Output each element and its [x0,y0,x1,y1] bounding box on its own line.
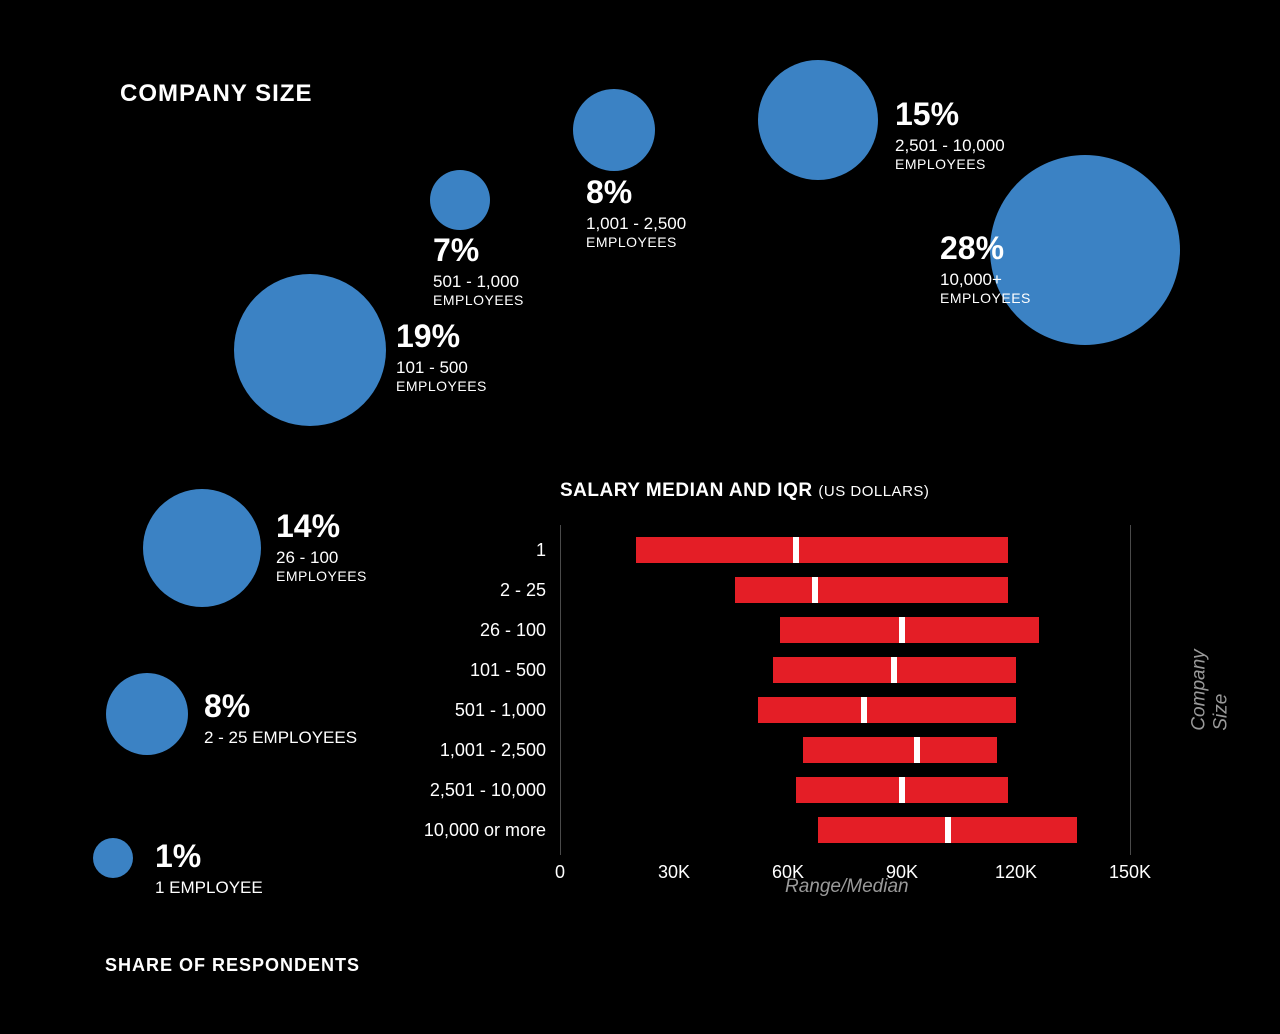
bubble-percent: 15% [895,96,1005,133]
bubble-range: 2,501 - 10,000 [895,135,1005,156]
title-share-respondents: SHARE OF RESPONDENTS [105,955,360,976]
iqr-y-axis-label: Company Size [1189,649,1233,730]
iqr-track [560,737,1130,763]
bubble-label: 8%1,001 - 2,500EMPLOYEES [586,174,686,252]
bubble-range: 10,000+ [940,269,1031,290]
bubble-label: 14%26 - 100EMPLOYEES [276,508,367,586]
bubble [573,89,655,171]
iqr-title: SALARY MEDIAN AND IQR (US DOLLARS) [560,480,1130,502]
iqr-row: 26 - 100 [410,610,1130,650]
iqr-x-tick: 120K [995,862,1037,883]
bubble-label: 8%2 - 25 EMPLOYEES [204,688,357,748]
iqr-track [560,657,1130,683]
bubble-label: 7%501 - 1,000EMPLOYEES [433,232,524,310]
bubble-employees: EMPLOYEES [433,292,524,310]
iqr-gridline [560,525,561,855]
iqr-median-marker [945,817,951,843]
iqr-track [560,777,1130,803]
iqr-row: 1 [410,530,1130,570]
iqr-median-marker [812,577,818,603]
bubble-percent: 28% [940,230,1031,267]
iqr-row-label: 2,501 - 10,000 [410,780,560,801]
bubble-label: 19%101 - 500EMPLOYEES [396,318,487,396]
iqr-x-axis-label: Range/Median [785,876,909,898]
bubble-label: 15%2,501 - 10,000EMPLOYEES [895,96,1005,174]
bubble-employees: EMPLOYEES [276,568,367,586]
iqr-track [560,577,1130,603]
iqr-gridline [1130,525,1131,855]
iqr-row-label: 501 - 1,000 [410,700,560,721]
salary-iqr-chart: SALARY MEDIAN AND IQR (US DOLLARS) 1 2 - … [410,480,1130,884]
bubble-percent: 8% [204,688,357,725]
iqr-track [560,817,1130,843]
bubble-range: 501 - 1,000 [433,271,524,292]
bubble-percent: 7% [433,232,524,269]
iqr-row-label: 1 [410,540,560,561]
iqr-x-tick: 30K [658,862,690,883]
iqr-title-text: SALARY MEDIAN AND IQR [560,480,813,501]
iqr-row-label: 26 - 100 [410,620,560,641]
bubble [143,489,261,607]
iqr-title-unit: (US DOLLARS) [818,483,929,500]
iqr-bar [758,697,1016,723]
bubble [758,60,878,180]
bubble-employees: EMPLOYEES [895,156,1005,174]
iqr-median-marker [861,697,867,723]
bubble [234,274,386,426]
iqr-row: 501 - 1,000 [410,690,1130,730]
bubble [93,838,133,878]
iqr-row: 10,000 or more [410,810,1130,850]
bubble-label: 1%1 EMPLOYEE [155,838,263,898]
iqr-median-marker [899,777,905,803]
iqr-row-label: 10,000 or more [410,820,560,841]
iqr-median-marker [914,737,920,763]
iqr-bar [803,737,997,763]
iqr-row: 1,001 - 2,500 [410,730,1130,770]
bubble-range: 101 - 500 [396,357,487,378]
iqr-row: 101 - 500 [410,650,1130,690]
bubble-range: 1,001 - 2,500 [586,213,686,234]
iqr-bar [636,537,1008,563]
iqr-bar [780,617,1038,643]
bubble-percent: 1% [155,838,263,875]
iqr-plot-area: 1 2 - 25 26 - 100 101 - 500 501 - 1,000 1,001… [410,530,1130,850]
bubble-employees: EMPLOYEES [586,234,686,252]
bubble-percent: 8% [586,174,686,211]
iqr-median-marker [793,537,799,563]
iqr-median-marker [891,657,897,683]
bubble-range: 26 - 100 [276,547,367,568]
iqr-x-tick: 0 [555,862,565,883]
iqr-row-label: 1,001 - 2,500 [410,740,560,761]
iqr-track [560,617,1130,643]
iqr-row-label: 101 - 500 [410,660,560,681]
iqr-row: 2,501 - 10,000 [410,770,1130,810]
iqr-row-label: 2 - 25 [410,580,560,601]
bubble-percent: 14% [276,508,367,545]
iqr-x-tick: 150K [1109,862,1151,883]
bubble-range: 1 EMPLOYEE [155,877,263,898]
iqr-track [560,697,1130,723]
bubble-employees: EMPLOYEES [940,290,1031,308]
bubble-label: 28%10,000+EMPLOYEES [940,230,1031,308]
bubble-percent: 19% [396,318,487,355]
iqr-track [560,537,1130,563]
title-company-size: COMPANY SIZE [120,80,312,108]
bubble [106,673,188,755]
iqr-row: 2 - 25 [410,570,1130,610]
iqr-median-marker [899,617,905,643]
bubble [430,170,490,230]
bubble-employees: EMPLOYEES [396,378,487,396]
bubble-range: 2 - 25 EMPLOYEES [204,727,357,748]
iqr-bar [735,577,1009,603]
